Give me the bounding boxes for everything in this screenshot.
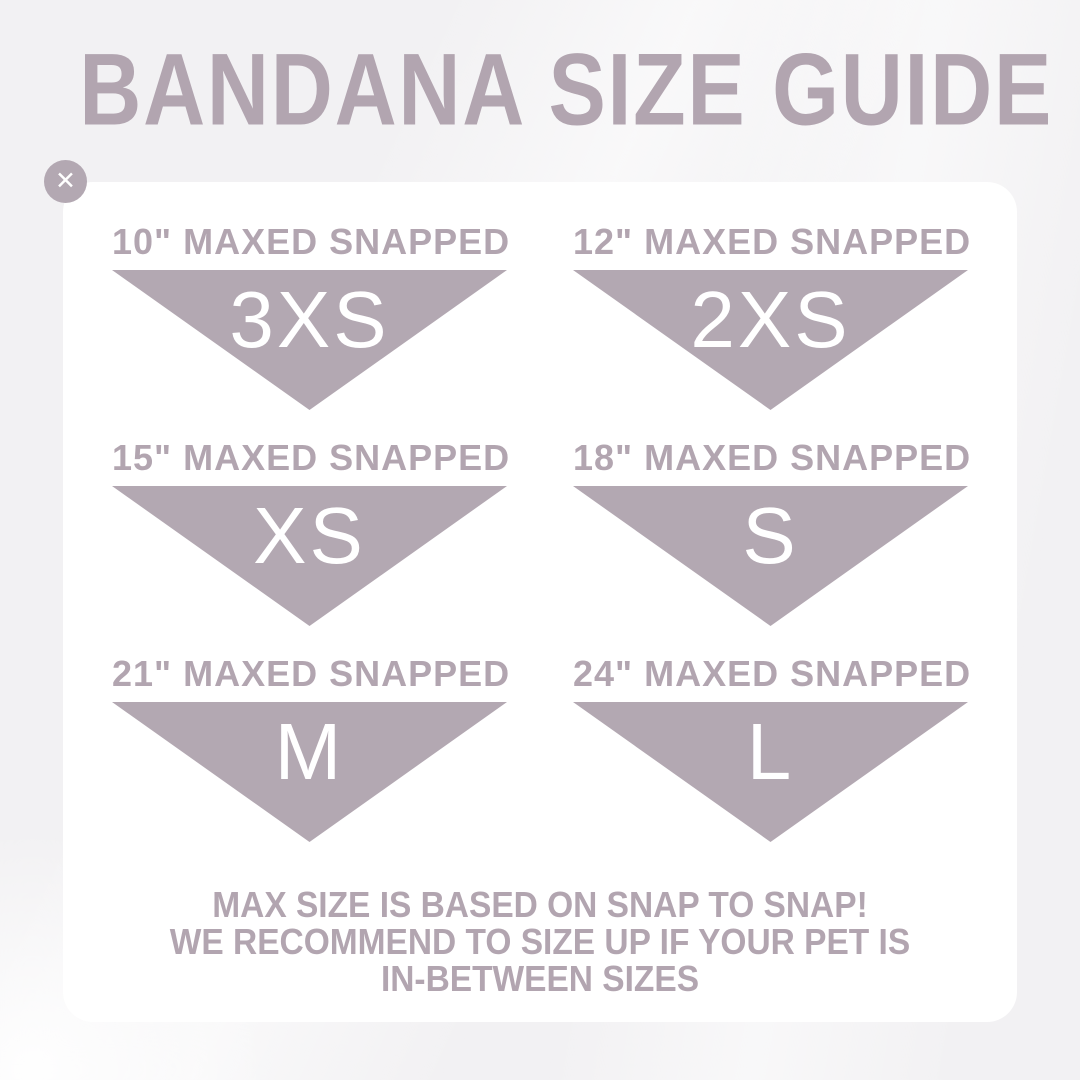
size-guide-card: 10" MAXED SNAPPED 3XS 12" MAXED SNAPPED … <box>63 182 1017 1022</box>
size-cell-2xs: 12" MAXED SNAPPED 2XS <box>573 220 972 410</box>
footnote-line: IN-BETWEEN SIZES <box>380 958 700 999</box>
size-cell-s: 18" MAXED SNAPPED S <box>573 436 972 626</box>
bandana-triangle: M <box>112 702 507 842</box>
size-cell-3xs: 10" MAXED SNAPPED 3XS <box>112 220 511 410</box>
bandana-triangle: 2XS <box>573 270 968 410</box>
size-label: 3XS <box>229 275 390 364</box>
bandana-triangle: XS <box>112 486 507 626</box>
max-snapped-label: 15" MAXED SNAPPED <box>112 437 511 478</box>
size-grid: 10" MAXED SNAPPED 3XS 12" MAXED SNAPPED … <box>112 220 972 842</box>
close-icon: ✕ <box>55 166 76 195</box>
size-label: 2XS <box>690 275 851 364</box>
size-label: L <box>746 707 795 796</box>
max-snapped-label: 12" MAXED SNAPPED <box>573 221 972 262</box>
close-button[interactable]: ✕ <box>44 160 87 203</box>
size-cell-m: 21" MAXED SNAPPED M <box>112 652 511 842</box>
max-snapped-label: 10" MAXED SNAPPED <box>112 221 511 262</box>
size-label: XS <box>253 491 366 580</box>
size-cell-xs: 15" MAXED SNAPPED XS <box>112 436 511 626</box>
footnote-line: MAX SIZE IS BASED ON SNAP TO SNAP! <box>212 884 868 925</box>
bandana-triangle: 3XS <box>112 270 507 410</box>
max-snapped-label: 21" MAXED SNAPPED <box>112 653 511 694</box>
page-title: BANDANA SIZE GUIDE <box>0 30 1080 150</box>
page-title-text: BANDANA SIZE GUIDE <box>79 32 1054 148</box>
max-snapped-label: 24" MAXED SNAPPED <box>573 653 972 694</box>
footnote: MAX SIZE IS BASED ON SNAP TO SNAP! WE RE… <box>96 886 983 997</box>
size-label: S <box>742 491 799 580</box>
max-snapped-label: 18" MAXED SNAPPED <box>573 437 972 478</box>
size-cell-l: 24" MAXED SNAPPED L <box>573 652 972 842</box>
bandana-triangle: S <box>573 486 968 626</box>
bandana-triangle: L <box>573 702 968 842</box>
size-label: M <box>274 707 345 796</box>
footnote-line: WE RECOMMEND TO SIZE UP IF YOUR PET IS <box>169 921 911 962</box>
